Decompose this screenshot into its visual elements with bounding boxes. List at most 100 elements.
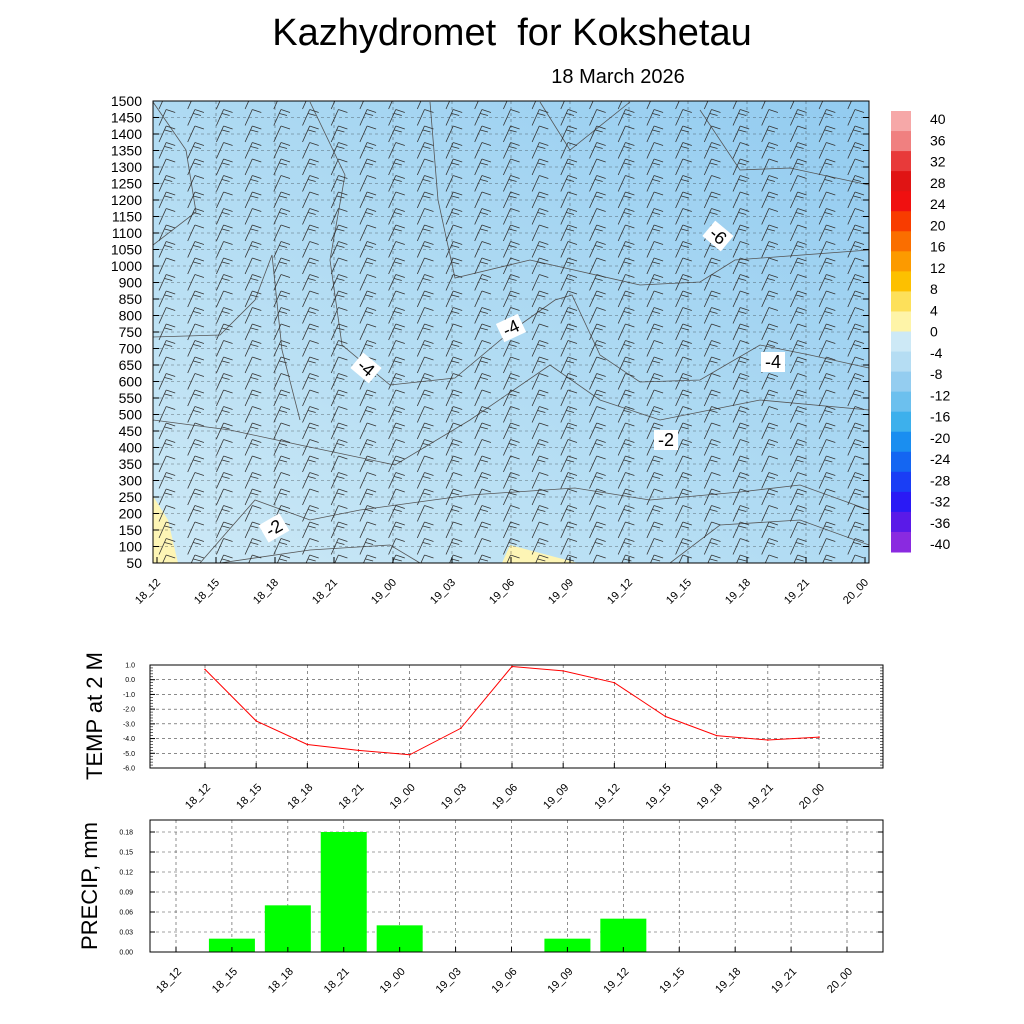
wind-barb (790, 406, 807, 423)
wind-barb-flag (826, 422, 836, 427)
wind-barb-flag (280, 323, 291, 328)
wind-barb-shaft (302, 142, 311, 159)
wind-barb (531, 323, 549, 341)
wind-barb-flag (453, 340, 463, 344)
wind-barb-flag (625, 241, 635, 245)
wind-barb-shaft (388, 175, 397, 192)
wind-barb-flag (308, 525, 316, 529)
wind-barb-flag (711, 554, 721, 559)
wind-barb-flag (193, 261, 202, 265)
wind-barb-flag (567, 191, 578, 196)
wind-barb-flag (336, 294, 345, 298)
wind-barb-shaft (531, 439, 540, 456)
wind-barb-flag (709, 113, 718, 116)
wind-barb-flag (365, 410, 374, 413)
wind-barb-flag (566, 212, 575, 215)
wind-barb-flag (451, 492, 460, 496)
wind-barb-flag (824, 377, 833, 380)
wind-barb-flag (537, 393, 546, 397)
wind-barb-shaft (560, 455, 569, 473)
wind-barb-flag (280, 307, 291, 311)
wind-barb-flag (826, 323, 836, 328)
colorbar-swatch (891, 511, 911, 533)
wind-barb-flag (424, 274, 434, 278)
heatmap-y-tick-label: 1200 (111, 192, 142, 208)
wind-barb-flag (394, 360, 402, 364)
wind-barb-flag (365, 344, 374, 347)
wind-barb-flag (165, 97, 173, 99)
wind-barb-flag (853, 426, 862, 430)
wind-barb (474, 101, 479, 110)
wind-barb (790, 158, 807, 176)
wind-barb-flag (537, 311, 546, 314)
wind-barb-flag (682, 488, 692, 493)
wind-barb-shaft (388, 158, 397, 176)
wind-barb-flag (653, 472, 664, 476)
temperature-x-tick-label: 19_03 (439, 782, 469, 812)
wind-barb-flag (795, 558, 804, 562)
wind-barb-flag (280, 455, 291, 460)
wind-barb-flag (681, 476, 689, 479)
wind-barb-shaft (563, 554, 569, 563)
wind-barb-shaft (302, 307, 311, 324)
wind-barb-flag (395, 389, 405, 394)
wind-barb-shaft (416, 356, 425, 374)
wind-barb-flag (797, 241, 807, 245)
wind-barb-flag (164, 525, 173, 529)
wind-barb-flag (309, 406, 319, 410)
wind-barb-shaft (416, 208, 425, 225)
wind-barb-flag (740, 521, 750, 526)
wind-barb (244, 257, 262, 275)
wind-barb (790, 224, 807, 242)
wind-barb-flag (308, 377, 316, 380)
wind-barb-flag (166, 455, 176, 460)
wind-barb-shaft (531, 142, 540, 159)
wind-barb-flag (280, 472, 291, 476)
wind-barb-flag (221, 525, 230, 529)
wind-barb (675, 97, 689, 110)
wind-barb-flag (366, 257, 377, 262)
wind-barb-flag (623, 443, 632, 446)
wind-barb-shaft (675, 505, 684, 522)
wind-barb-flag (824, 410, 833, 413)
wind-barb-flag (767, 179, 776, 182)
wind-barb-flag (681, 97, 689, 99)
wind-barb-flag (223, 554, 233, 559)
wind-barb-flag (193, 162, 202, 166)
wind-barb-flag (595, 393, 603, 397)
wind-barb-flag (537, 261, 546, 265)
wind-barb (818, 307, 836, 324)
wind-barb-flag (394, 162, 402, 166)
wind-barb (560, 488, 578, 506)
wind-barb (646, 109, 664, 126)
wind-barb-shaft (790, 224, 798, 242)
wind-barb-shaft (388, 472, 397, 489)
heatmap-y-tick-label: 900 (119, 275, 143, 291)
wind-barb-shaft (359, 101, 364, 110)
wind-barb-flag (309, 472, 319, 476)
wind-barb-flag (366, 422, 377, 427)
wind-barb-flag (511, 93, 520, 96)
wind-barb-shaft (388, 191, 397, 209)
wind-barb-shaft (158, 109, 167, 126)
wind-barb-flag (510, 175, 520, 179)
wind-barb-flag (537, 492, 546, 496)
wind-barb-flag (252, 125, 262, 130)
wind-barb-shaft (244, 505, 253, 522)
wind-barb-flag (365, 212, 374, 215)
wind-barb-flag (221, 162, 230, 166)
wind-barb-flag (768, 488, 779, 493)
precipitation-bar (264, 905, 311, 952)
wind-barb-flag (595, 294, 603, 298)
wind-barb-flag (768, 241, 779, 245)
temperature-axis-label: TEMP at 2 M (82, 652, 107, 780)
wind-barb-flag (338, 356, 348, 361)
wind-barb-flag (539, 307, 549, 311)
wind-barb-flag (338, 439, 348, 443)
wind-barb-flag (652, 476, 661, 479)
wind-barb-flag (623, 195, 632, 199)
wind-barb-flag (826, 554, 836, 559)
wind-barb-flag (424, 406, 434, 410)
wind-barb (158, 439, 176, 456)
wind-barb (273, 307, 291, 324)
